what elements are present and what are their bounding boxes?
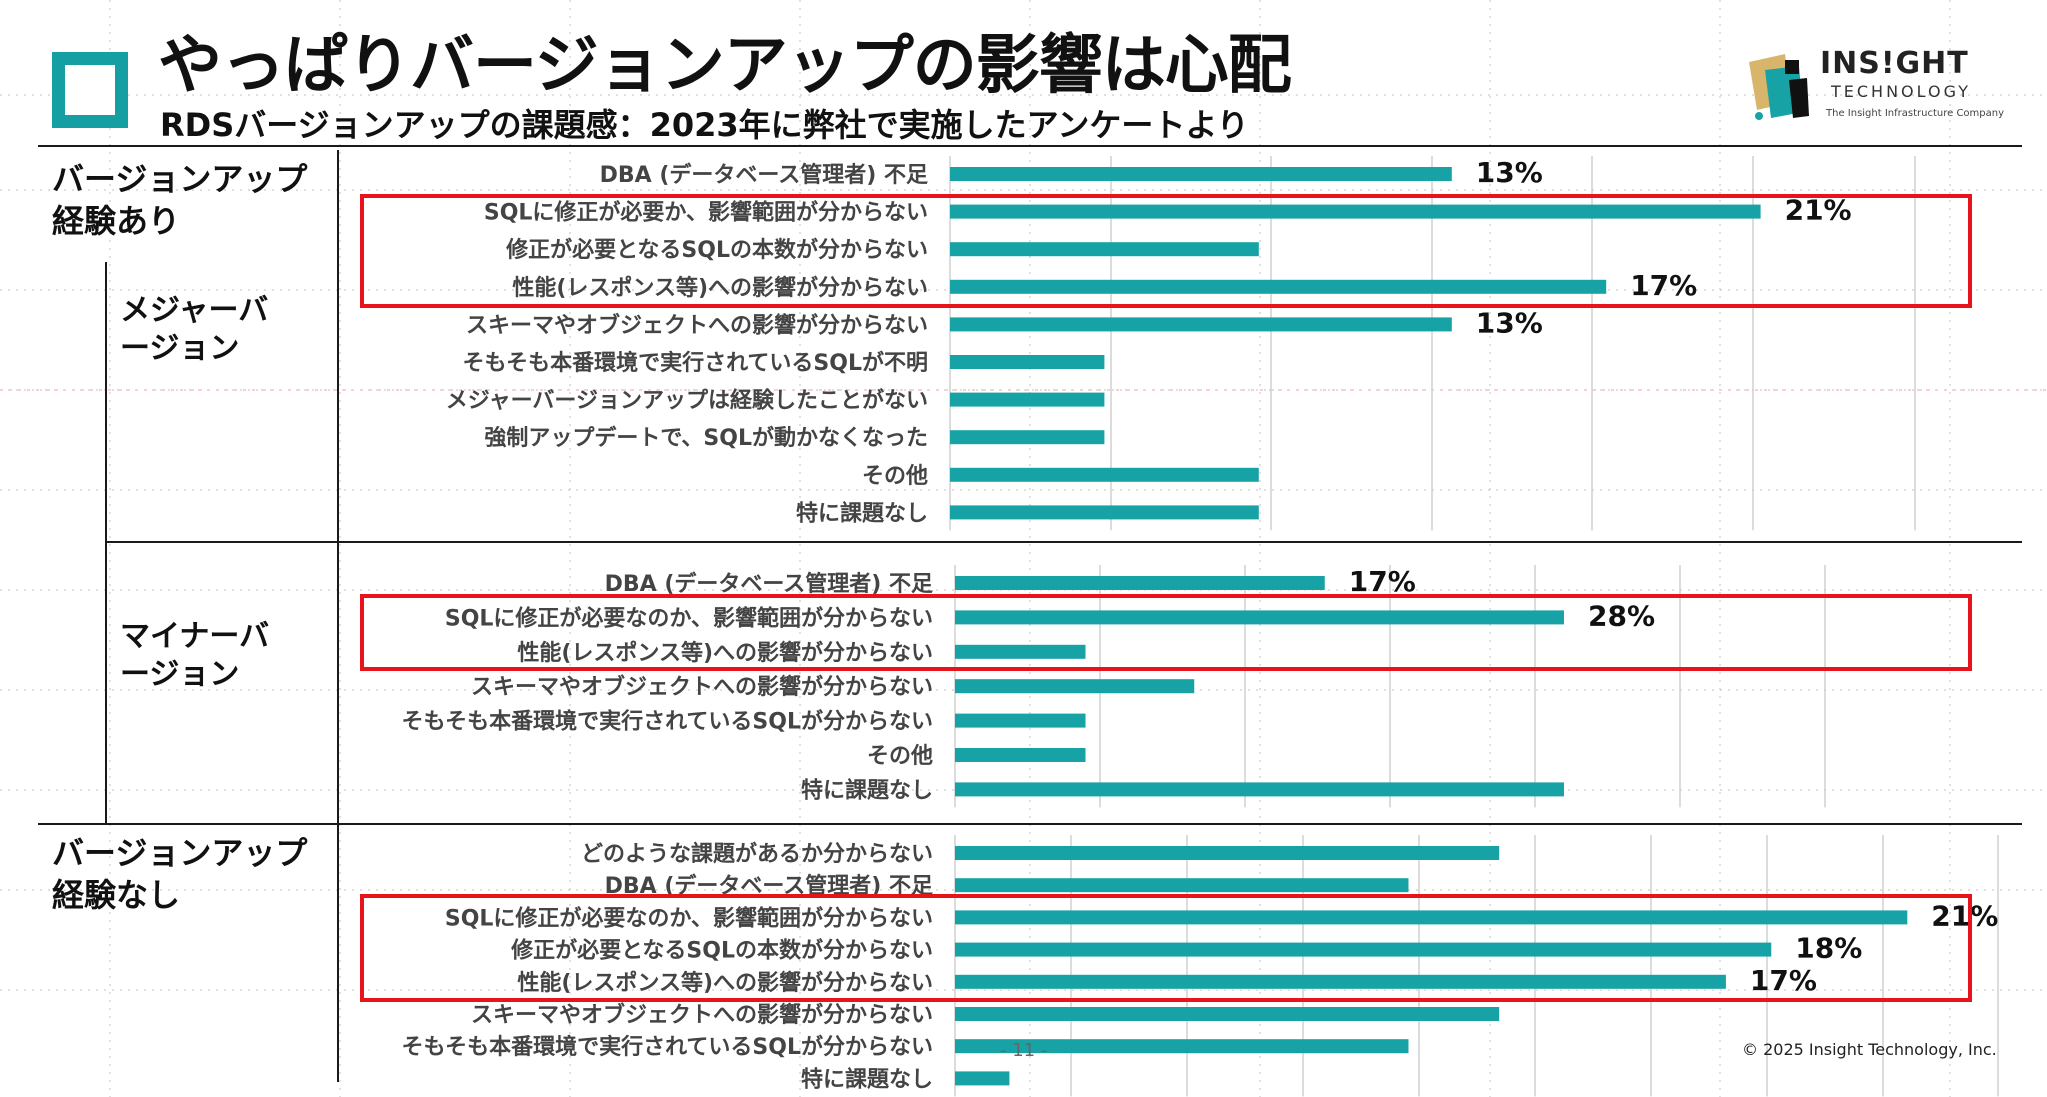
- category-label: DBA (データベース管理者) 不足: [600, 162, 928, 188]
- page-number: - 11 -: [1000, 1040, 1048, 1061]
- bar: [955, 748, 1086, 762]
- copyright: © 2025 Insight Technology, Inc.: [1742, 1040, 1997, 1059]
- bar: [950, 467, 1259, 482]
- category-label: そもそも本番環境で実行されているSQLが不明: [463, 350, 928, 376]
- bar: [955, 1039, 1409, 1054]
- chart-1: DBA (データベース管理者) 不足 13% SQLに修正が必要か、影響範囲が分から…: [360, 156, 1972, 531]
- category-label: その他: [862, 464, 928, 489]
- data-label: 21%: [1931, 899, 1998, 932]
- bar: [950, 355, 1105, 369]
- data-label: 13%: [1476, 306, 1543, 339]
- bar: [955, 576, 1325, 590]
- bar: [950, 279, 1607, 294]
- insight-logo-icon: [1749, 54, 1809, 120]
- bar: [955, 610, 1564, 625]
- category-label: 修正が必要となるSQLの本数が分からない: [505, 237, 928, 263]
- highlight-box: [360, 894, 1972, 1002]
- category-label: DBA (データベース管理者) 不足: [605, 571, 933, 597]
- bar: [955, 942, 1772, 957]
- bar: [950, 505, 1259, 520]
- category-label: スキーマやオブジェクトへの影響が分からない: [471, 1002, 933, 1028]
- bar: [955, 644, 1086, 659]
- category-label: SQLに修正が必要なのか、影響範囲が分からない: [445, 605, 933, 631]
- highlight-box: [360, 194, 1972, 308]
- bar: [950, 430, 1105, 445]
- bar: [955, 878, 1409, 893]
- category-label: メジャーバージョンアップは経験したことがない: [446, 388, 928, 414]
- chart-2: DBA (データベース管理者) 不足 17% SQLに修正が必要なのか、影響範囲が分…: [360, 565, 1972, 808]
- section-label-not-experienced: バージョンアップ 経験なし: [52, 834, 308, 914]
- section-label-minor: マイナーバ ージョン: [120, 619, 270, 692]
- category-label: 修正が必要となるSQLの本数が分からない: [510, 938, 933, 964]
- bar: [950, 317, 1452, 332]
- data-label: 18%: [1795, 932, 1862, 965]
- category-label: 性能(レスポンス等)への影響が分からない: [517, 640, 933, 666]
- bar: [950, 204, 1761, 219]
- bar: [955, 974, 1726, 989]
- bar: [955, 1071, 1010, 1086]
- category-label: 性能(レスポンス等)への影響が分からない: [512, 275, 928, 301]
- bar: [955, 782, 1564, 797]
- bar: [955, 679, 1195, 694]
- data-label: 28%: [1588, 599, 1655, 632]
- category-label: 特に課題なし: [796, 500, 928, 526]
- bar: [950, 167, 1452, 181]
- category-label: そもそも本番環境で実行されているSQLが分からない: [402, 709, 933, 735]
- data-label: 17%: [1750, 964, 1817, 997]
- data-label: 13%: [1476, 156, 1543, 189]
- highlight-box: [360, 594, 1972, 671]
- bar: [955, 1007, 1500, 1021]
- category-label: 特に課題なし: [801, 777, 933, 803]
- data-label: 21%: [1785, 194, 1852, 227]
- category-label: スキーマやオブジェクトへの影響が分からない: [466, 312, 928, 338]
- bar: [955, 846, 1500, 860]
- category-label: SQLに修正が必要なのか、影響範囲が分からない: [445, 905, 933, 931]
- category-label: どのような課題があるか分からない: [581, 841, 933, 867]
- category-label: その他: [867, 744, 933, 769]
- category-label: スキーマやオブジェクトへの影響が分からない: [471, 674, 933, 700]
- bar: [955, 713, 1086, 728]
- brand-tagline: The Insight Infrastructure Company: [1826, 108, 2005, 119]
- data-label: 17%: [1630, 269, 1697, 302]
- section-dividers: [38, 145, 2022, 1082]
- section-label-experienced: バージョンアップ 経験あり: [52, 160, 308, 240]
- section-label-major: メジャーバ ージョン: [120, 293, 269, 366]
- brand-subname: TECHNOLOGY: [1831, 82, 1971, 101]
- brand-name: INS!GHT: [1820, 46, 1969, 81]
- category-label: そもそも本番環境で実行されているSQLが分からない: [402, 1034, 933, 1060]
- bar: [950, 242, 1259, 257]
- bar: [955, 910, 1908, 925]
- category-label: 特に課題なし: [801, 1066, 933, 1092]
- category-label: 性能(レスポンス等)への影響が分からない: [517, 970, 933, 996]
- category-label: 強制アップデートで、SQLが動かなくなった: [484, 425, 928, 451]
- page-subtitle: RDSバージョンアップの課題感：2023年に弊社で実施したアンケートより: [160, 106, 1249, 144]
- page-title: やっぱりバージョンアップの影響は心配: [158, 29, 1292, 103]
- slide-logo-icon: [52, 52, 128, 128]
- bar: [950, 392, 1105, 407]
- data-label: 17%: [1349, 565, 1416, 598]
- category-label: SQLに修正が必要か、影響範囲が分からない: [484, 200, 928, 226]
